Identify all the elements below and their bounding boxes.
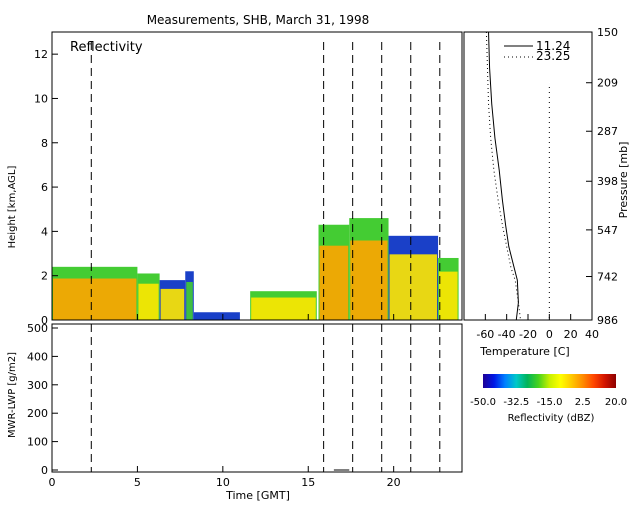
sounding-profile-line: [488, 31, 519, 321]
legend-solid-label: 11.24: [536, 39, 570, 53]
echo-region-core: [186, 281, 193, 320]
colorbar-label: Reflectivity (dBZ): [508, 413, 595, 424]
reflectivity-field: [52, 218, 459, 320]
echo-region-core: [389, 254, 438, 320]
lwp-tick-label: 0: [41, 464, 48, 477]
echo-region-core: [194, 313, 239, 320]
temperature-tick-label: -60: [476, 328, 494, 341]
echo-region-core: [251, 297, 316, 320]
time-tick-label: 10: [216, 476, 230, 489]
axes-frame: [51, 323, 463, 473]
colorbar-tick-label: 2.5: [575, 397, 591, 408]
lwp-ylabel: MWR-LWP [g/m2]: [7, 352, 18, 438]
height-tick-label: 4: [41, 225, 48, 238]
pressure-tick-label: 742: [597, 271, 618, 284]
panel-label: Reflectivity: [70, 40, 143, 55]
pressure-tick-label: 287: [597, 125, 618, 138]
pressure-tick-label: 547: [597, 224, 618, 237]
axes-frame: [463, 31, 593, 321]
echo-region-core: [53, 278, 137, 320]
time-xlabel: Time [GMT]: [225, 489, 290, 502]
echo-region-core: [319, 245, 349, 320]
sounding-profile-line: [485, 31, 522, 321]
height-tick-label: 2: [41, 270, 48, 283]
pressure-tick-label: 986: [597, 314, 618, 327]
height-tick-label: 0: [41, 314, 48, 327]
temperature-tick-label: -20: [519, 328, 537, 341]
legend-dotted-label: 23.25: [536, 49, 570, 63]
time-tick-label: 0: [49, 476, 56, 489]
axes-frame: [51, 31, 463, 321]
colorbar-gradient: [483, 374, 616, 388]
echo-region-core: [439, 271, 458, 320]
time-tick-label: 5: [134, 476, 141, 489]
chart-title: Measurements, SHB, March 31, 1998: [147, 13, 370, 27]
radar-ylabel: Height [km,AGL]: [7, 166, 18, 249]
time-tick-label: 15: [301, 476, 315, 489]
lwp-tick-label: 400: [27, 350, 48, 363]
colorbar-tick-label: 20.0: [605, 397, 627, 408]
pressure-tick-label: 398: [597, 175, 618, 188]
colorbar-tick-label: -50.0: [470, 397, 496, 408]
sounding-time-lines: [90, 42, 441, 472]
lwp-tick-label: 300: [27, 379, 48, 392]
height-tick-label: 12: [34, 48, 48, 61]
pressure-tick-label: 209: [597, 77, 618, 90]
sounding-profiles: [485, 31, 550, 321]
temperature-xlabel: Temperature [C]: [479, 345, 569, 358]
reflectivity-colorbar: -50.0 -32.5 -15.0 2.5 20.0: [470, 374, 627, 408]
height-tick-label: 8: [41, 137, 48, 150]
temperature-tick-label: -40: [498, 328, 516, 341]
colorbar-tick-label: -15.0: [537, 397, 563, 408]
echo-region-core: [160, 288, 185, 320]
pressure-tick-label: 150: [597, 26, 618, 39]
height-tick-label: 10: [34, 92, 48, 105]
height-tick-label: 6: [41, 181, 48, 194]
time-tick-label: 20: [387, 476, 401, 489]
lwp-tick-label: 500: [27, 322, 48, 335]
pressure-ylabel: Pressure [mb]: [617, 142, 630, 219]
lwp-tick-label: 200: [27, 407, 48, 420]
temperature-tick-label: 20: [564, 328, 578, 341]
lwp-tick-label: 100: [27, 436, 48, 449]
temperature-tick-label: 0: [546, 328, 553, 341]
echo-region-core: [138, 283, 159, 320]
temperature-tick-label: 40: [585, 328, 599, 341]
colorbar-tick-label: -32.5: [503, 397, 529, 408]
